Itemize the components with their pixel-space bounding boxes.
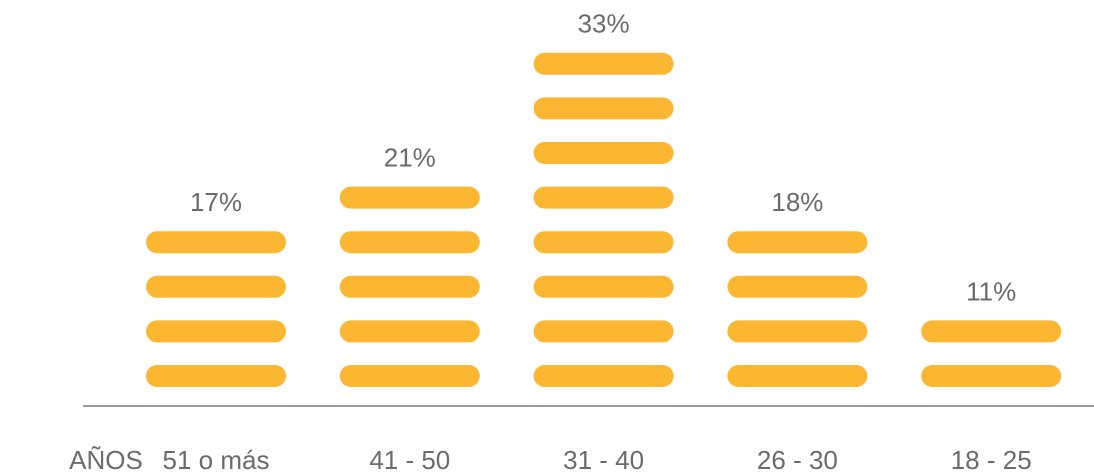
value-label: 33% [578,9,630,39]
pill [146,275,286,298]
bar [533,52,674,387]
bar [146,231,286,387]
pill [727,275,868,298]
x-tick-label: 41 - 50 [369,445,450,475]
pill [339,275,480,298]
value-label: 18% [771,187,823,217]
pill [533,365,674,387]
pill [727,231,868,254]
pill [339,365,480,387]
bar [339,186,480,387]
pill [727,365,868,387]
value-label: 21% [384,142,436,172]
x-tick-label: 31 - 40 [563,445,644,475]
pill [339,186,480,209]
pill [533,186,674,209]
pill [339,320,480,343]
pill [146,231,286,254]
pill [146,365,286,387]
x-axis-label: AÑOS [69,445,143,475]
bar [921,320,1062,387]
x-tick-label: 18 - 25 [951,445,1032,475]
pill [533,275,674,298]
pill [533,231,674,254]
pill [533,320,674,343]
bar [727,231,868,387]
value-label: 17% [190,187,242,217]
pill [727,320,868,343]
pill [921,365,1062,387]
pill [533,97,674,120]
pill [533,142,674,164]
pill [921,320,1062,343]
x-tick-label: 26 - 30 [757,445,838,475]
pill [146,320,286,343]
pill [533,52,674,75]
pill [339,231,480,254]
value-label: 11% [966,276,1016,306]
x-tick-label: 51 o más [163,445,270,475]
